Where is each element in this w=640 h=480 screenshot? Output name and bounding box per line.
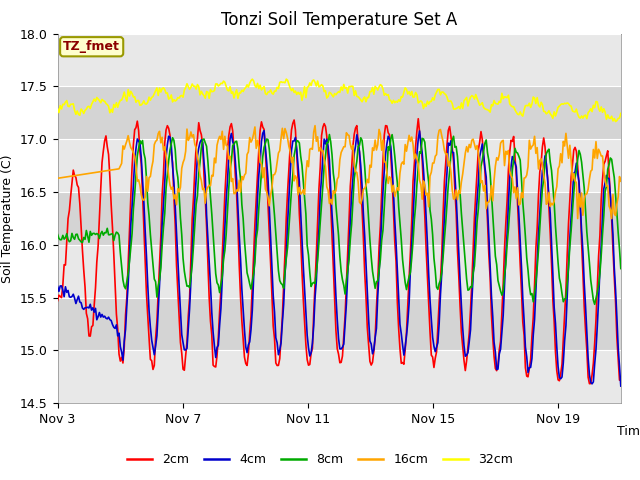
Text: TZ_fmet: TZ_fmet: [63, 40, 120, 53]
Bar: [58, 86, 621, 139]
Title: Tonzi Soil Temperature Set A: Tonzi Soil Temperature Set A: [221, 11, 458, 29]
Bar: [58, 298, 621, 350]
Y-axis label: Soil Temperature (C): Soil Temperature (C): [1, 154, 15, 283]
Bar: [58, 192, 621, 245]
Legend: 2cm, 4cm, 8cm, 16cm, 32cm: 2cm, 4cm, 8cm, 16cm, 32cm: [122, 448, 518, 471]
X-axis label: Time: Time: [617, 425, 640, 438]
